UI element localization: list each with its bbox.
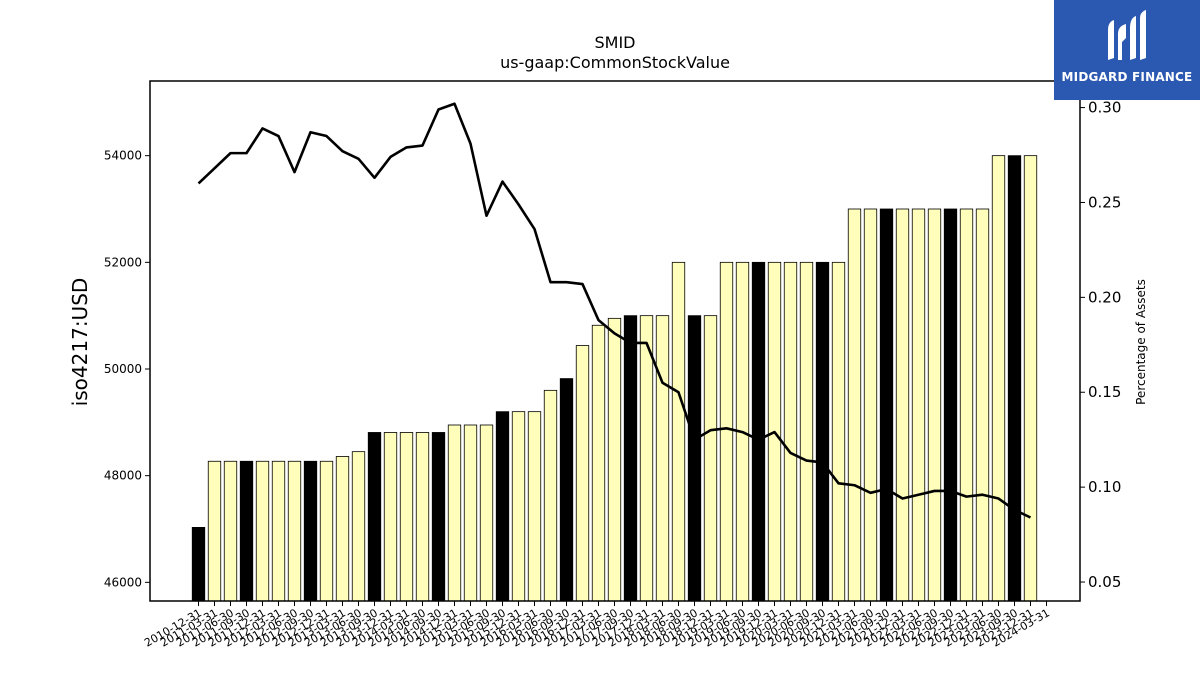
- chart-title: SMID: [595, 33, 636, 52]
- bar-40: [831, 261, 846, 602]
- y-tick-label-2: 50000: [104, 362, 142, 376]
- y-tick-label-1: 48000: [104, 469, 142, 483]
- bar-3: [239, 460, 254, 602]
- bar-12: [383, 432, 398, 602]
- bar-20: [511, 411, 526, 602]
- bar-11: [367, 432, 382, 602]
- bar-7: [303, 460, 318, 602]
- bar-19: [495, 411, 510, 602]
- y2-tick-label-5: 0.30: [1088, 99, 1121, 117]
- bar-42: [863, 208, 878, 602]
- y-tick-label-4: 54000: [104, 149, 142, 163]
- bar-46: [927, 208, 942, 602]
- bar-24: [575, 345, 590, 602]
- chart-subtitle: us-gaap:CommonStockValue: [500, 53, 730, 72]
- bar-39: [815, 261, 830, 602]
- line-series: [197, 102, 1032, 519]
- bar-8: [319, 460, 334, 602]
- x-axis: 2010-12-312011-03-312011-06-302011-09-30…: [142, 601, 1052, 650]
- bar-48: [959, 208, 974, 602]
- bar-35: [751, 261, 766, 602]
- percentage-line: [197, 102, 1032, 519]
- y2-tick-label-1: 0.10: [1088, 478, 1121, 496]
- bar-4: [255, 460, 270, 602]
- bar-50: [991, 155, 1006, 602]
- bar-2: [223, 460, 238, 602]
- bar-43: [879, 208, 894, 602]
- bar-0: [191, 527, 206, 602]
- bar-5: [271, 460, 286, 602]
- right-axis: 0.05 0.10 0.15 0.20 0.25 0.30: [1080, 99, 1121, 591]
- bar-51: [1007, 155, 1022, 602]
- y-tick-label-3: 52000: [104, 255, 142, 269]
- bar-17: [463, 424, 478, 602]
- bar-33: [719, 261, 734, 602]
- bar-15: [431, 432, 446, 602]
- bar-45: [911, 208, 926, 602]
- y2-tick-label-2: 0.15: [1088, 383, 1121, 401]
- bar-29: [655, 315, 670, 602]
- bar-52: [1023, 155, 1038, 602]
- bar-23: [559, 378, 574, 602]
- bar-6: [287, 460, 302, 602]
- bar-22: [543, 389, 558, 602]
- bar-25: [591, 324, 606, 602]
- bar-18: [479, 424, 494, 602]
- y2-tick-label-0: 0.05: [1088, 573, 1121, 591]
- bar-9: [335, 456, 350, 602]
- bar-37: [783, 261, 798, 602]
- brand-logo-text: MIDGARD FINANCE: [1061, 70, 1193, 84]
- bar-32: [703, 315, 718, 602]
- bar-1: [207, 460, 222, 602]
- y-axis-label: iso4217:USD: [68, 278, 92, 407]
- midgard-logo-icon: [1108, 10, 1146, 60]
- bar-31: [687, 315, 702, 602]
- bar-44: [895, 208, 910, 602]
- bar-10: [351, 451, 366, 602]
- bar-49: [975, 208, 990, 602]
- bar-30: [671, 261, 686, 602]
- bar-series: [191, 155, 1038, 602]
- bar-21: [527, 411, 542, 602]
- bar-41: [847, 208, 862, 602]
- bar-13: [399, 432, 414, 602]
- bar-27: [623, 315, 638, 602]
- y2-tick-label-4: 0.25: [1088, 193, 1121, 211]
- y2-tick-label-3: 0.20: [1088, 288, 1121, 306]
- y2-axis-label: Percentage of Assets: [1134, 279, 1148, 405]
- y-tick-label-0: 46000: [104, 575, 142, 589]
- bar-47: [943, 208, 958, 602]
- bar-14: [415, 432, 430, 602]
- bar-38: [799, 261, 814, 602]
- bar-28: [639, 315, 654, 602]
- bar-26: [607, 317, 622, 602]
- brand-logo: MIDGARD FINANCE: [1054, 0, 1200, 100]
- left-axis: 46000 48000 50000 52000 54000: [104, 149, 150, 589]
- bar-16: [447, 424, 462, 602]
